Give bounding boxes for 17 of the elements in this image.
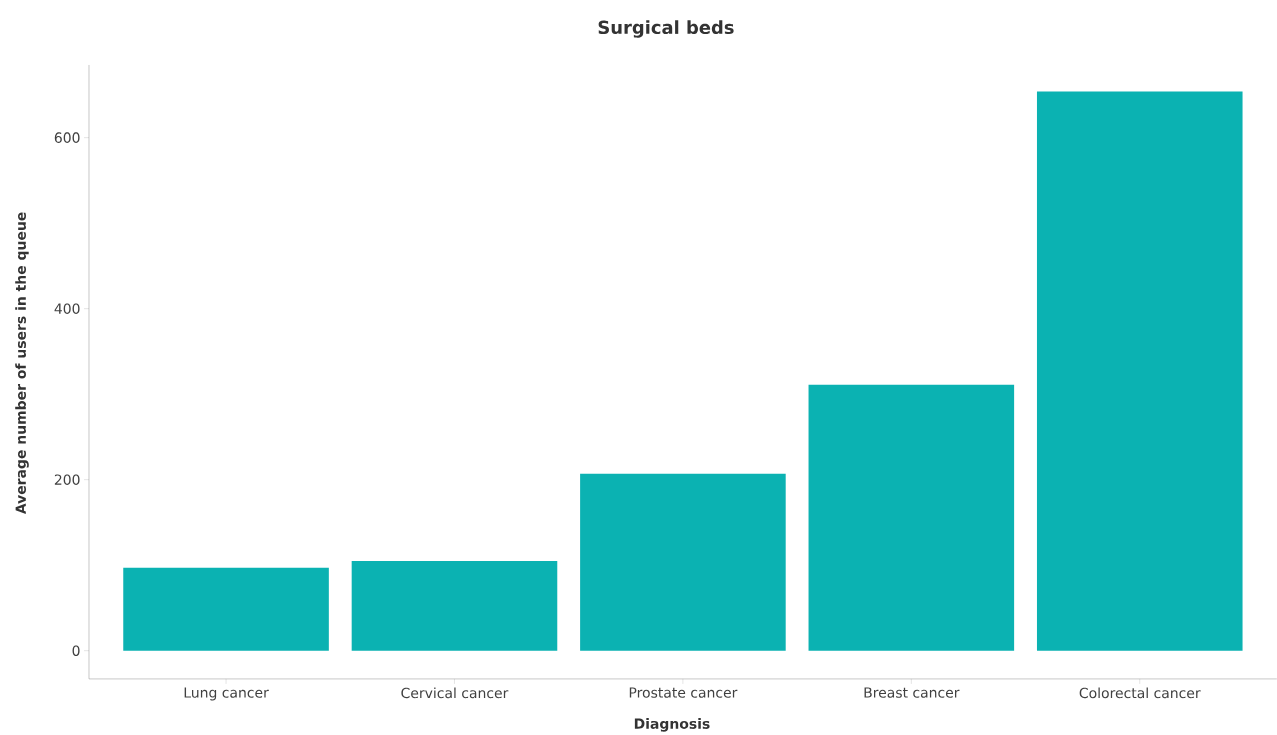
x-tick-label: Colorectal cancer — [1079, 687, 1201, 699]
x-axis-title: Diagnosis — [634, 718, 710, 732]
y-tick-label: 0 — [72, 645, 80, 656]
chart-title: Surgical beds — [598, 20, 734, 38]
bar — [580, 473, 786, 651]
y-tick-label: 600 — [54, 132, 80, 143]
y-axis-title: Average number of users in the queue — [15, 212, 29, 515]
x-tick-label: Lung cancer — [184, 687, 269, 701]
x-tick-label: Cervical cancer — [401, 687, 509, 699]
y-tick-label: 200 — [54, 474, 80, 485]
y-tick-label: 400 — [54, 303, 80, 314]
bar — [123, 567, 329, 651]
bar — [808, 384, 1015, 651]
bar — [1036, 91, 1243, 651]
x-tick-label: Breast cancer — [864, 687, 960, 698]
x-tick-label: Prostate cancer — [629, 687, 738, 698]
bar — [351, 560, 558, 651]
